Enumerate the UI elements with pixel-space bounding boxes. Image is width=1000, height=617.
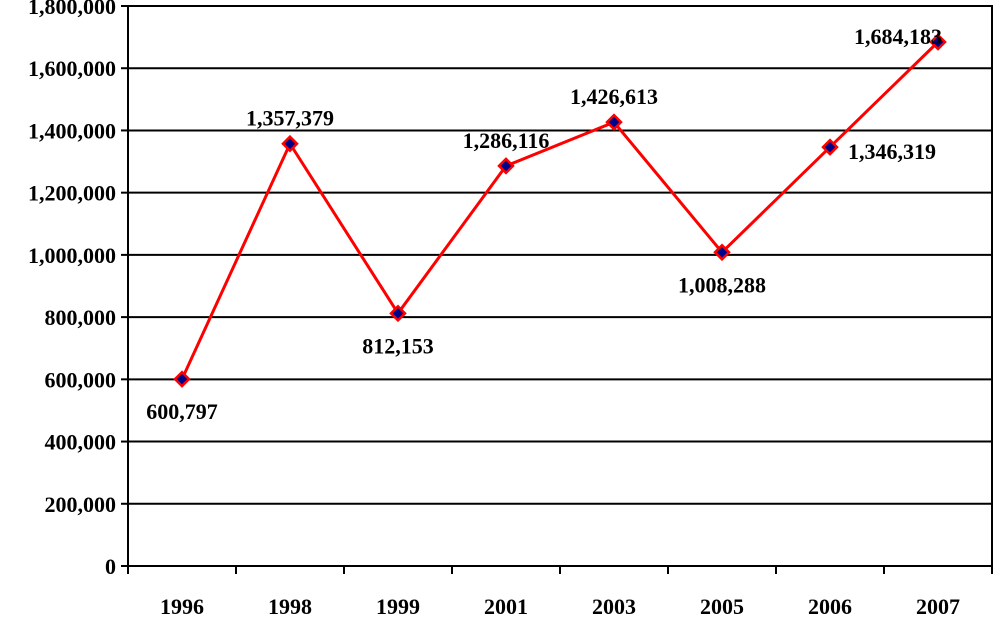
data-point-marker bbox=[821, 138, 839, 156]
y-tick-label: 1,800,000 bbox=[28, 0, 116, 19]
x-tick-label: 2001 bbox=[484, 594, 528, 617]
x-tick-label: 1998 bbox=[268, 594, 312, 617]
x-tick-label: 2006 bbox=[808, 594, 852, 617]
plot-frame bbox=[127, 5, 993, 567]
gridlines bbox=[128, 5, 992, 505]
y-tick-label: 0 bbox=[105, 554, 116, 579]
x-tick-label: 2007 bbox=[916, 594, 960, 617]
series-line bbox=[180, 40, 940, 380]
data-point-marker bbox=[497, 157, 515, 175]
data-label: 1,008,288 bbox=[678, 272, 766, 297]
y-tick-label: 1,000,000 bbox=[28, 243, 116, 268]
data-point-marker bbox=[605, 113, 623, 131]
data-label: 600,797 bbox=[146, 399, 218, 424]
y-axis-tick-labels: 0 200,000 400,000 600,000 800,000 1,000,000 1,… bbox=[28, 0, 116, 579]
x-axis-tick-labels: 1996 1998 1999 2001 2003 2005 2006 2007 bbox=[160, 594, 960, 617]
y-tick-label: 600,000 bbox=[45, 367, 117, 392]
data-label: 1,357,379 bbox=[246, 106, 334, 131]
data-labels: 600,797 1,357,379 812,153 1,286,116 1,426,61… bbox=[146, 24, 942, 424]
y-tick-label: 200,000 bbox=[45, 492, 117, 517]
data-point-marker bbox=[173, 370, 191, 388]
x-tick-label: 1999 bbox=[376, 594, 420, 617]
y-tick-label: 1,600,000 bbox=[28, 56, 116, 81]
data-label: 1,286,116 bbox=[463, 128, 550, 153]
data-point-marker bbox=[929, 33, 947, 51]
y-tick-label: 1,200,000 bbox=[28, 181, 116, 206]
axes bbox=[121, 5, 993, 574]
data-label: 1,426,613 bbox=[570, 84, 658, 109]
x-tick-label: 2005 bbox=[700, 594, 744, 617]
y-tick-label: 800,000 bbox=[45, 305, 117, 330]
x-tick-label: 2003 bbox=[592, 594, 636, 617]
data-point-marker bbox=[389, 304, 407, 323]
series-markers bbox=[173, 33, 947, 388]
data-point-marker bbox=[281, 134, 299, 153]
data-label: 812,153 bbox=[362, 333, 434, 358]
y-tick-label: 1,400,000 bbox=[28, 118, 116, 143]
series-line-path bbox=[180, 40, 940, 380]
data-label: 1,346,319 bbox=[848, 139, 936, 164]
x-tick-label: 1996 bbox=[160, 594, 204, 617]
y-tick-label: 400,000 bbox=[45, 430, 117, 455]
data-point-marker bbox=[713, 243, 731, 262]
data-label: 1,684,183 bbox=[854, 24, 942, 49]
